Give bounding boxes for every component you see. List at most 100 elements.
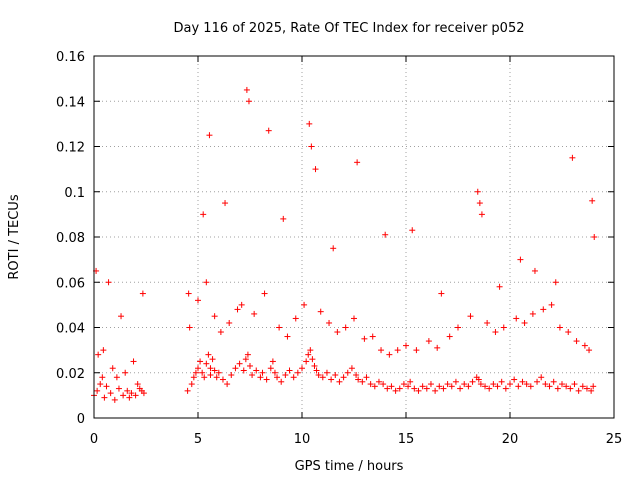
data-point [247, 362, 253, 369]
data-point [140, 390, 147, 397]
data-point [579, 383, 586, 390]
data-point [436, 383, 443, 390]
y-tick-label: 0.02 [56, 367, 85, 382]
data-point [361, 335, 368, 342]
y-tick-label: 0.14 [56, 95, 85, 110]
data-point [415, 387, 422, 394]
data-point [120, 392, 127, 399]
data-point [448, 383, 455, 390]
data-point [313, 367, 320, 374]
data-point [334, 329, 341, 336]
data-point [405, 383, 412, 390]
data-point [490, 381, 497, 388]
data-point [188, 381, 195, 388]
data-point [286, 367, 293, 374]
y-tick-label: 0.06 [56, 276, 85, 291]
x-axis-label: GPS time / hours [295, 459, 404, 474]
data-point [132, 392, 139, 399]
data-point [354, 159, 361, 166]
data-point [94, 387, 101, 394]
x-tick-label: 0 [90, 432, 98, 447]
data-point [190, 374, 197, 381]
data-point [527, 383, 534, 390]
data-point [219, 376, 226, 383]
data-point [185, 290, 192, 297]
data-point [205, 351, 212, 358]
data-point [276, 324, 283, 331]
data-point [511, 376, 518, 383]
data-point [103, 383, 110, 390]
data-point [344, 369, 351, 376]
data-point [309, 356, 316, 363]
data-point [323, 369, 330, 376]
data-point [222, 200, 229, 207]
data-point [392, 387, 399, 394]
data-point [308, 143, 315, 150]
data-point [307, 347, 314, 354]
data-point [251, 310, 258, 317]
data-point [423, 385, 430, 392]
data-point [375, 378, 382, 385]
data-point [400, 381, 407, 388]
x-tick-label: 10 [294, 432, 311, 447]
data-point [581, 342, 588, 349]
data-point [280, 215, 287, 222]
data-point [244, 351, 251, 358]
x-tick-label: 20 [502, 432, 519, 447]
data-point [301, 301, 308, 308]
data-point [113, 374, 120, 381]
data-point [199, 369, 206, 376]
data-point [502, 385, 509, 392]
data-points [91, 86, 598, 403]
data-point [351, 315, 357, 322]
data-point [353, 372, 360, 379]
data-point [269, 358, 276, 365]
x-tick-label: 25 [606, 432, 623, 447]
data-point [206, 132, 213, 139]
data-point [95, 351, 102, 358]
data-point [446, 333, 453, 340]
data-point [386, 351, 393, 358]
axis-ticks: 0 0.02 0.04 0.06 0.08 0.1 0.12 0.14 0.16 0 5 10 15 20… [56, 50, 622, 447]
y-tick-label: 0.16 [56, 50, 85, 65]
data-point [355, 376, 362, 383]
data-point [546, 383, 553, 390]
data-point [207, 365, 214, 372]
data-point [569, 154, 576, 161]
data-point [336, 378, 343, 385]
data-point [475, 376, 482, 383]
data-point [507, 381, 513, 388]
data-point [201, 374, 208, 381]
data-point [363, 374, 370, 381]
data-point [197, 358, 204, 365]
data-point [242, 356, 249, 363]
data-point [494, 383, 501, 390]
data-point [432, 387, 439, 394]
data-point [394, 347, 401, 354]
data-point [109, 365, 116, 372]
data-point [534, 378, 541, 385]
data-point [226, 319, 233, 326]
data-point [200, 211, 207, 218]
data-point [492, 329, 499, 336]
x-tick-label: 15 [398, 432, 415, 447]
data-point [531, 267, 538, 274]
data-point [382, 231, 389, 238]
data-point [380, 381, 387, 388]
data-point [407, 378, 414, 385]
y-tick-label: 0.04 [56, 322, 85, 337]
data-point [434, 344, 441, 351]
data-point [575, 387, 582, 394]
data-point [100, 347, 107, 354]
data-point [482, 383, 489, 390]
data-point [290, 374, 297, 381]
data-point [126, 394, 133, 401]
data-point [203, 360, 210, 367]
chart-title: Day 116 of 2025, Rate Of TEC Index for r… [174, 21, 525, 36]
data-point [192, 369, 199, 376]
data-point [567, 385, 574, 392]
data-point [413, 347, 420, 354]
data-point [384, 385, 391, 392]
data-point [396, 385, 403, 392]
data-point [517, 256, 524, 263]
